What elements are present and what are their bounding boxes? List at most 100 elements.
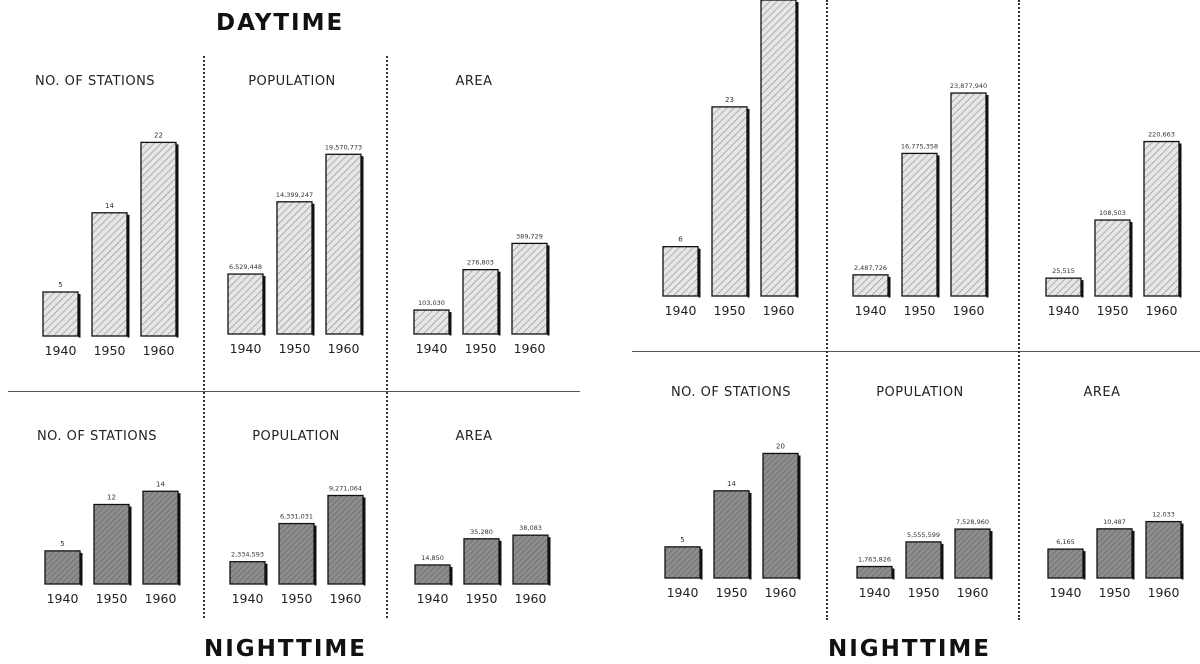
bar-0-2 [140,141,177,337]
tick-label-5-1: 1950 [466,591,498,606]
tick-label-11-0: 1940 [1050,585,1082,600]
bar-11-1 [1096,528,1133,579]
data-label-0-1: 14 [105,202,114,210]
tick-label-11-1: 1950 [1099,585,1131,600]
tick-label-5-2: 1960 [515,591,547,606]
bar-2-0 [413,309,450,335]
tick-label-6-1: 1950 [714,303,746,318]
data-label-0-0: 5 [58,281,62,289]
tick-label-4-2: 1960 [330,591,362,606]
tick-label-2-1: 1950 [465,341,497,356]
bar-8-0 [1045,277,1082,297]
data-label-11-2: 12,033 [1152,511,1175,519]
bar-10-0 [856,565,893,579]
data-label-4-1: 6,331,031 [280,513,313,521]
panel-title-stations-night-right: NO. OF STATIONS [670,385,792,400]
bar-0-0 [42,291,79,337]
bar-1-0 [227,273,264,335]
data-label-1-1: 14,399,247 [276,191,313,199]
tick-label-11-2: 1960 [1148,585,1180,600]
panel-title-stations-day: NO. OF STATIONS [34,74,156,89]
nighttime-title-left: NIGHTTIME [204,636,367,662]
bar-11-2 [1145,520,1182,579]
bar-7-0 [852,274,889,297]
tick-label-10-1: 1950 [908,585,940,600]
tick-label-5-0: 1940 [417,591,449,606]
data-label-8-2: 220,663 [1148,131,1175,139]
tick-label-10-2: 1960 [957,585,989,600]
bar-8-1 [1094,219,1131,297]
divider-horizontal-left [8,391,580,392]
tick-label-0-2: 1960 [143,343,175,358]
divider-vertical-4 [1018,0,1020,620]
tick-label-3-2: 1960 [145,591,177,606]
tick-label-9-1: 1950 [716,585,748,600]
panel-title-area-night-left: AREA [455,429,493,444]
bar-9-0 [664,546,701,579]
data-label-3-1: 12 [107,494,116,502]
bar-2-1 [462,268,499,335]
tick-label-6-0: 1940 [665,303,697,318]
tick-label-8-1: 1950 [1097,303,1129,318]
bar-1-2 [325,153,362,335]
data-label-8-0: 25,515 [1052,267,1075,275]
tick-label-2-0: 1940 [416,341,448,356]
bar-6-0 [662,246,699,297]
bar-5-0 [414,564,451,585]
bar-9-2 [762,452,799,579]
data-label-11-0: 6,165 [1056,538,1075,546]
tick-label-6-2: 1960 [763,303,795,318]
bar-9-1 [713,490,750,579]
data-label-2-2: 389,729 [516,232,543,240]
data-label-7-2: 23,877,940 [950,82,987,90]
data-label-5-0: 14,850 [421,554,444,562]
bar-3-1 [93,503,130,585]
data-label-11-1: 10,487 [1103,518,1126,526]
bar-7-1 [901,152,938,297]
tick-label-1-0: 1940 [230,341,262,356]
tick-label-7-0: 1940 [855,303,887,318]
bar-8-2 [1143,140,1180,297]
tick-label-9-0: 1940 [667,585,699,600]
bar-6-2 [760,0,797,297]
tick-label-8-0: 1940 [1048,303,1080,318]
data-label-9-2: 20 [776,442,785,450]
bar-1-1 [276,201,313,335]
data-label-1-2: 19,570,773 [325,143,362,151]
data-label-10-1: 5,555,599 [907,531,940,539]
tick-label-0-0: 1940 [45,343,77,358]
divider-vertical-2 [386,56,388,618]
tick-label-4-0: 1940 [232,591,264,606]
divider-vertical-1 [203,56,205,618]
tick-label-8-2: 1960 [1146,303,1178,318]
data-label-2-0: 103,030 [418,299,445,307]
bar-4-0 [229,561,266,585]
data-label-6-1: 23 [725,96,734,104]
panel-title-population-night-right: POPULATION [876,385,964,400]
data-label-8-1: 108,503 [1099,209,1126,217]
tick-label-1-2: 1960 [328,341,360,356]
data-label-3-0: 5 [60,540,64,548]
data-label-2-1: 276,803 [467,259,494,267]
daytime-title: DAYTIME [216,10,345,36]
tick-label-4-1: 1950 [281,591,313,606]
bar-10-2 [954,528,991,579]
nighttime-title-right: NIGHTTIME [828,636,991,662]
tick-label-9-2: 1960 [765,585,797,600]
tick-label-7-2: 1960 [953,303,985,318]
panel-title-area-night-right: AREA [1083,385,1121,400]
data-label-9-1: 14 [727,480,736,488]
data-label-7-1: 16,775,358 [901,142,938,150]
bar-6-1 [711,106,748,297]
panel-title-stations-night-left: NO. OF STATIONS [36,429,158,444]
bar-4-2 [327,494,364,585]
divider-vertical-3 [826,0,828,620]
tick-label-10-0: 1940 [859,585,891,600]
tick-label-7-1: 1950 [904,303,936,318]
bar-4-1 [278,522,315,585]
bar-3-2 [142,490,179,585]
divider-horizontal-right [632,351,1200,352]
bar-5-2 [512,534,549,585]
data-label-10-0: 1,763,826 [858,556,891,564]
data-label-4-2: 9,271,064 [329,485,362,493]
